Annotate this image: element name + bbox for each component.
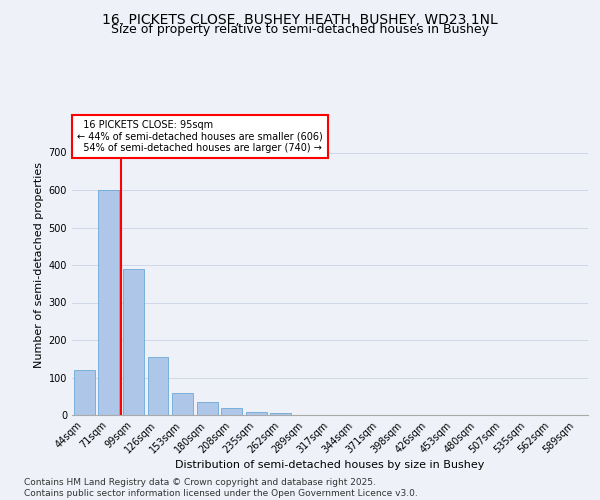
Bar bbox=[197, 402, 218, 415]
Text: Size of property relative to semi-detached houses in Bushey: Size of property relative to semi-detach… bbox=[111, 22, 489, 36]
Bar bbox=[172, 392, 193, 415]
Bar bbox=[148, 357, 169, 415]
Bar bbox=[246, 412, 267, 415]
Bar bbox=[221, 408, 242, 415]
Text: Contains HM Land Registry data © Crown copyright and database right 2025.
Contai: Contains HM Land Registry data © Crown c… bbox=[24, 478, 418, 498]
Text: 16, PICKETS CLOSE, BUSHEY HEATH, BUSHEY, WD23 1NL: 16, PICKETS CLOSE, BUSHEY HEATH, BUSHEY,… bbox=[102, 12, 498, 26]
Bar bbox=[271, 413, 292, 415]
Y-axis label: Number of semi-detached properties: Number of semi-detached properties bbox=[34, 162, 44, 368]
X-axis label: Distribution of semi-detached houses by size in Bushey: Distribution of semi-detached houses by … bbox=[175, 460, 485, 470]
Text: 16 PICKETS CLOSE: 95sqm
← 44% of semi-detached houses are smaller (606)
  54% of: 16 PICKETS CLOSE: 95sqm ← 44% of semi-de… bbox=[77, 120, 323, 152]
Bar bbox=[74, 370, 95, 415]
Bar bbox=[98, 190, 119, 415]
Bar bbox=[123, 269, 144, 415]
